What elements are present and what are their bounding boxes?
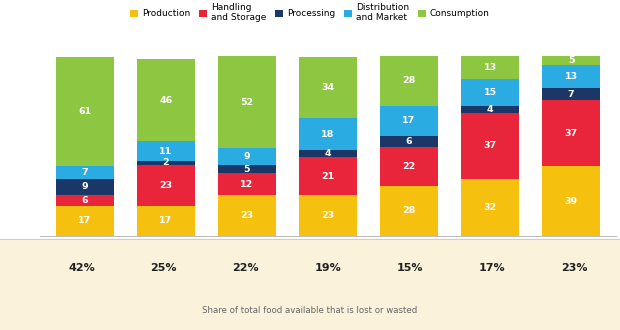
- Text: 39: 39: [565, 197, 578, 206]
- Bar: [461, 113, 519, 179]
- Bar: [299, 157, 357, 195]
- Text: 5: 5: [244, 165, 250, 174]
- Text: 6: 6: [405, 137, 412, 146]
- Bar: [137, 165, 195, 206]
- Bar: [218, 165, 276, 174]
- Text: 19%: 19%: [314, 263, 342, 273]
- Bar: [380, 186, 438, 236]
- Text: 15: 15: [484, 88, 497, 97]
- Text: 32: 32: [484, 203, 497, 212]
- Text: 4: 4: [487, 105, 494, 114]
- Text: 34: 34: [321, 83, 335, 92]
- Bar: [299, 57, 357, 118]
- Bar: [380, 147, 438, 186]
- Text: 6: 6: [82, 196, 88, 205]
- Bar: [542, 56, 600, 65]
- Bar: [218, 148, 276, 165]
- Text: 28: 28: [402, 76, 415, 85]
- Text: 22%: 22%: [232, 263, 259, 273]
- Bar: [461, 79, 519, 106]
- Bar: [542, 65, 600, 88]
- Text: 5: 5: [568, 56, 574, 65]
- Text: 42%: 42%: [68, 263, 95, 273]
- Text: 18: 18: [321, 130, 335, 139]
- Bar: [299, 150, 357, 157]
- Text: 22: 22: [402, 162, 415, 171]
- Text: 9: 9: [82, 182, 88, 191]
- Bar: [380, 106, 438, 136]
- Bar: [299, 118, 357, 150]
- Text: 7: 7: [82, 168, 88, 177]
- Text: 37: 37: [565, 129, 578, 138]
- Bar: [461, 106, 519, 113]
- Bar: [56, 195, 114, 206]
- Text: 23: 23: [321, 211, 335, 220]
- Text: 21: 21: [321, 172, 335, 181]
- Text: 61: 61: [78, 107, 92, 116]
- Bar: [218, 195, 276, 236]
- Text: 12: 12: [241, 180, 254, 189]
- Bar: [56, 166, 114, 179]
- Text: 23%: 23%: [561, 263, 588, 273]
- Bar: [56, 57, 114, 166]
- Text: 13: 13: [484, 63, 497, 72]
- Bar: [542, 88, 600, 100]
- Bar: [299, 195, 357, 236]
- Text: 46: 46: [159, 96, 172, 105]
- Text: 37: 37: [484, 141, 497, 150]
- Bar: [461, 179, 519, 236]
- Text: 17: 17: [78, 216, 92, 225]
- Bar: [218, 56, 276, 148]
- Text: 4: 4: [325, 149, 331, 158]
- Bar: [137, 59, 195, 141]
- Bar: [56, 179, 114, 195]
- Text: 28: 28: [402, 207, 415, 215]
- Text: 2: 2: [162, 158, 169, 167]
- Bar: [542, 166, 600, 236]
- Text: 11: 11: [159, 147, 172, 156]
- Text: 7: 7: [568, 89, 574, 99]
- Text: 23: 23: [241, 211, 254, 220]
- Text: 15%: 15%: [397, 263, 423, 273]
- Bar: [137, 161, 195, 165]
- Text: 52: 52: [241, 98, 254, 107]
- Bar: [218, 174, 276, 195]
- Bar: [56, 206, 114, 236]
- Text: 17: 17: [402, 116, 415, 125]
- Bar: [380, 56, 438, 106]
- Text: 23: 23: [159, 181, 172, 189]
- Bar: [137, 206, 195, 236]
- Text: Share of total food available that is lost or wasted: Share of total food available that is lo…: [202, 306, 418, 314]
- Bar: [380, 136, 438, 147]
- Text: 17%: 17%: [479, 263, 506, 273]
- Text: 25%: 25%: [150, 263, 177, 273]
- Bar: [461, 56, 519, 79]
- Bar: [542, 100, 600, 166]
- Text: 17: 17: [159, 216, 172, 225]
- Legend: Production, Handling
and Storage, Processing, Distribution
and Market, Consumpti: Production, Handling and Storage, Proces…: [128, 1, 492, 24]
- Bar: [137, 141, 195, 161]
- Text: 9: 9: [244, 152, 250, 161]
- Text: 13: 13: [565, 72, 578, 81]
